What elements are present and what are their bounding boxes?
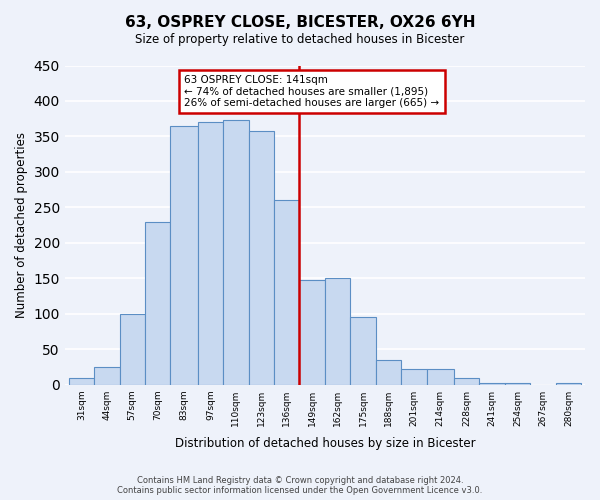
Bar — [350, 318, 376, 384]
Y-axis label: Number of detached properties: Number of detached properties — [15, 132, 28, 318]
Text: 63 OSPREY CLOSE: 141sqm
← 74% of detached houses are smaller (1,895)
26% of semi: 63 OSPREY CLOSE: 141sqm ← 74% of detache… — [184, 75, 440, 108]
X-axis label: Distribution of detached houses by size in Bicester: Distribution of detached houses by size … — [175, 437, 475, 450]
Bar — [454, 378, 479, 384]
Bar — [119, 314, 145, 384]
Bar — [325, 278, 350, 384]
Bar — [223, 120, 248, 384]
Text: Size of property relative to detached houses in Bicester: Size of property relative to detached ho… — [136, 32, 464, 46]
Bar — [505, 383, 530, 384]
Bar — [556, 383, 581, 384]
Bar — [479, 382, 505, 384]
Bar — [427, 369, 454, 384]
Bar — [401, 369, 427, 384]
Bar — [145, 222, 170, 384]
Bar — [198, 122, 223, 384]
Bar — [299, 280, 325, 384]
Bar — [274, 200, 299, 384]
Text: 63, OSPREY CLOSE, BICESTER, OX26 6YH: 63, OSPREY CLOSE, BICESTER, OX26 6YH — [125, 15, 475, 30]
Bar — [376, 360, 401, 384]
Bar — [248, 130, 274, 384]
Bar — [69, 378, 94, 384]
Bar — [170, 126, 198, 384]
Text: Contains HM Land Registry data © Crown copyright and database right 2024.
Contai: Contains HM Land Registry data © Crown c… — [118, 476, 482, 495]
Bar — [94, 367, 119, 384]
